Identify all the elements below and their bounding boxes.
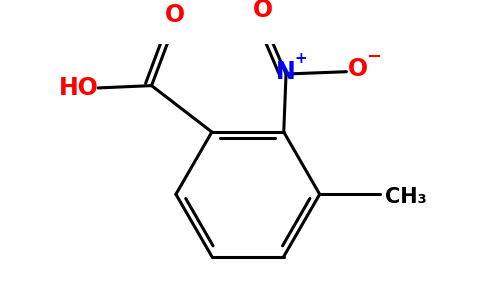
Text: −: − <box>366 48 382 66</box>
Text: CH₃: CH₃ <box>385 187 426 207</box>
Text: O: O <box>253 0 273 22</box>
Text: O: O <box>165 3 185 27</box>
Text: +: + <box>295 51 307 66</box>
Text: O: O <box>348 57 368 81</box>
Text: N: N <box>276 60 296 84</box>
Text: HO: HO <box>59 76 98 100</box>
